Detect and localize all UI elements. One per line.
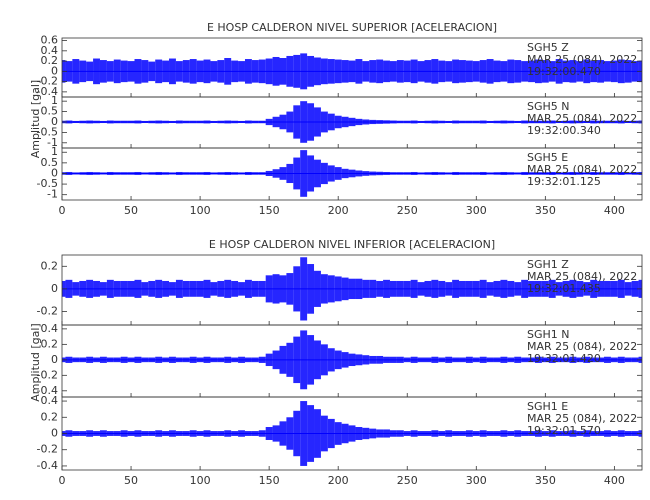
y-tick-label: 0.2 (41, 410, 59, 423)
y-tick-label: -1 (47, 188, 58, 201)
time-label: 19:32:01.570 (527, 424, 601, 437)
y-tick-label: 0.4 (41, 44, 59, 57)
date-label: MAR 25 (084), 2022 (527, 163, 637, 176)
x-tick-label: 100 (190, 474, 211, 487)
x-tick-label: 300 (466, 474, 487, 487)
trace (62, 53, 642, 90)
x-tick-label: 250 (397, 204, 418, 217)
y-tick-label: -0.4 (37, 85, 58, 98)
trace (62, 330, 642, 390)
station-label: SGH5 N (527, 100, 570, 113)
y-tick-label: 0.5 (41, 156, 59, 169)
station-label: SGH1 N (527, 328, 570, 341)
date-label: MAR 25 (084), 2022 (527, 270, 637, 283)
trace (62, 257, 642, 321)
y-tick-label: -0.2 (37, 304, 58, 317)
time-label: 19:32:01.435 (527, 282, 601, 295)
trace-frame (61, 147, 643, 201)
date-label: MAR 25 (084), 2022 (527, 112, 637, 125)
y-tick-label: -0.2 (37, 368, 58, 381)
y-tick-label: 0 (51, 64, 58, 77)
x-tick-label: 50 (124, 204, 138, 217)
time-label: 19:32:00.470 (527, 65, 601, 78)
x-tick-label: 0 (59, 474, 66, 487)
y-tick-label: 0.2 (41, 54, 59, 67)
y-tick-label: 0.2 (41, 337, 59, 350)
y-tick-label: 0 (51, 353, 58, 366)
x-tick-label: 250 (397, 474, 418, 487)
y-tick-label: 0 (51, 166, 58, 179)
time-label: 19:32:01.125 (527, 175, 601, 188)
trace-frame (61, 396, 643, 471)
y-tick-label: -0.4 (37, 384, 58, 397)
y-tick-label: 0 (51, 427, 58, 440)
x-tick-label: 200 (328, 204, 349, 217)
y-tick-label: 1 (51, 145, 58, 158)
y-tick-label: 0 (51, 115, 58, 128)
y-axis-label: Amplitud [gal] (29, 323, 42, 401)
y-tick-label: 0.4 (41, 394, 59, 407)
y-tick-label: -0.5 (37, 177, 58, 190)
y-tick-label: 0.5 (41, 105, 59, 118)
time-label: 19:32:00.340 (527, 124, 601, 137)
date-label: MAR 25 (084), 2022 (527, 340, 637, 353)
station-label: SGH5 Z (527, 41, 569, 54)
y-tick-label: -0.2 (37, 75, 58, 88)
date-label: MAR 25 (084), 2022 (527, 53, 637, 66)
chart-title: E HOSP CALDERON NIVEL INFERIOR [ACELERAC… (209, 238, 495, 251)
trace (62, 101, 642, 143)
time-label: 19:32:01.420 (527, 352, 601, 365)
x-tick-label: 400 (604, 474, 625, 487)
station-label: SGH1 Z (527, 258, 569, 271)
y-tick-label: 0.6 (41, 34, 59, 47)
y-tick-label: -0.2 (37, 443, 58, 456)
x-tick-label: 150 (259, 474, 280, 487)
station-label: SGH5 E (527, 151, 568, 164)
x-tick-label: 200 (328, 474, 349, 487)
x-tick-label: 400 (604, 204, 625, 217)
chart-title: E HOSP CALDERON NIVEL SUPERIOR [ACELERAC… (207, 21, 497, 34)
y-axis-label: Amplitud [gal] (29, 80, 42, 158)
x-tick-label: 350 (535, 474, 556, 487)
y-tick-label: 1 (51, 94, 58, 107)
y-tick-label: -1 (47, 136, 58, 149)
y-tick-label: 0.2 (41, 259, 59, 272)
y-tick-label: -0.4 (37, 459, 58, 472)
x-tick-label: 300 (466, 204, 487, 217)
x-tick-label: 350 (535, 204, 556, 217)
date-label: MAR 25 (084), 2022 (527, 412, 637, 425)
y-tick-label: 0.4 (41, 322, 59, 335)
x-tick-label: 0 (59, 204, 66, 217)
trace (62, 401, 642, 466)
y-tick-label: -0.5 (37, 125, 58, 138)
x-tick-label: 150 (259, 204, 280, 217)
station-label: SGH1 E (527, 400, 568, 413)
y-tick-label: 0 (51, 282, 58, 295)
x-tick-label: 100 (190, 204, 211, 217)
trace (62, 150, 642, 197)
x-tick-label: 50 (124, 474, 138, 487)
